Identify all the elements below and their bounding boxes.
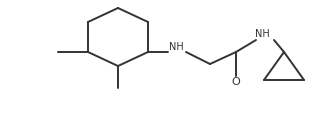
- Text: NH: NH: [168, 42, 183, 52]
- Text: O: O: [232, 77, 240, 87]
- Text: NH: NH: [255, 29, 269, 39]
